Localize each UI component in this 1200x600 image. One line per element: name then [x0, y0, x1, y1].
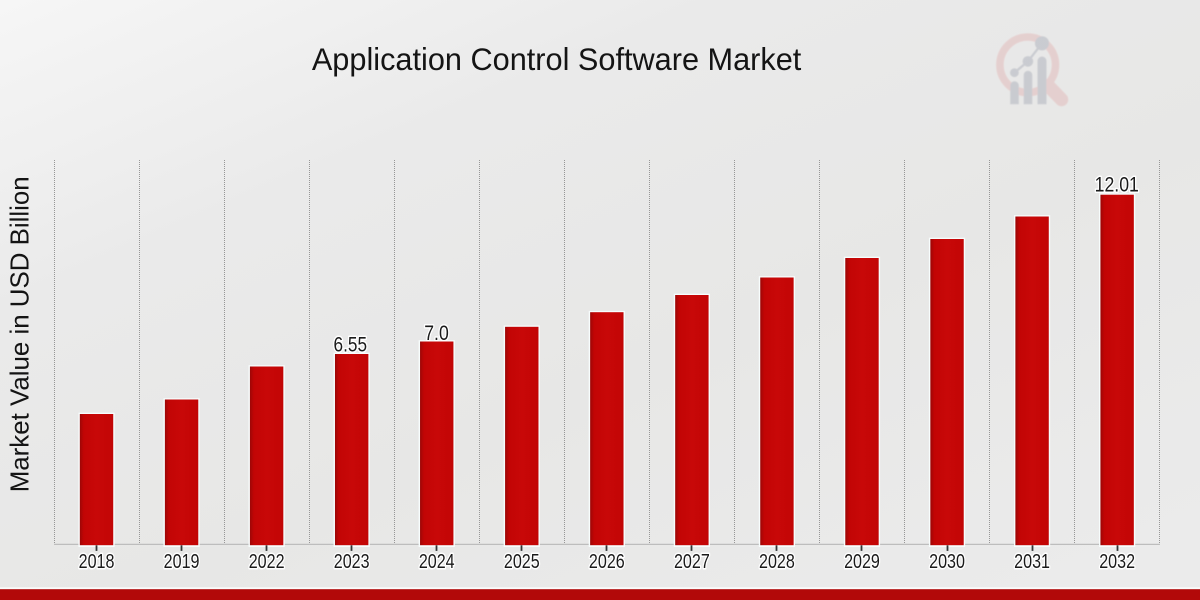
svg-text:Application Control Software M: Application Control Software Market	[312, 41, 802, 77]
svg-text:2030: 2030	[929, 550, 965, 573]
svg-text:2025: 2025	[504, 550, 540, 573]
svg-text:2024: 2024	[419, 550, 455, 573]
svg-text:2022: 2022	[249, 550, 285, 573]
svg-text:6.55: 6.55	[334, 334, 368, 357]
svg-text:2018: 2018	[79, 550, 115, 573]
svg-text:12.01: 12.01	[1095, 174, 1139, 197]
svg-text:2023: 2023	[334, 550, 370, 573]
svg-text:2032: 2032	[1099, 550, 1135, 573]
svg-text:2019: 2019	[164, 550, 200, 573]
svg-text:7.0: 7.0	[424, 322, 449, 345]
svg-text:Market Value in USD Billion: Market Value in USD Billion	[5, 176, 35, 492]
svg-text:2028: 2028	[759, 550, 795, 573]
svg-text:2029: 2029	[844, 550, 880, 573]
svg-text:2031: 2031	[1014, 550, 1050, 573]
svg-text:2027: 2027	[674, 550, 710, 573]
svg-text:2026: 2026	[589, 550, 625, 573]
